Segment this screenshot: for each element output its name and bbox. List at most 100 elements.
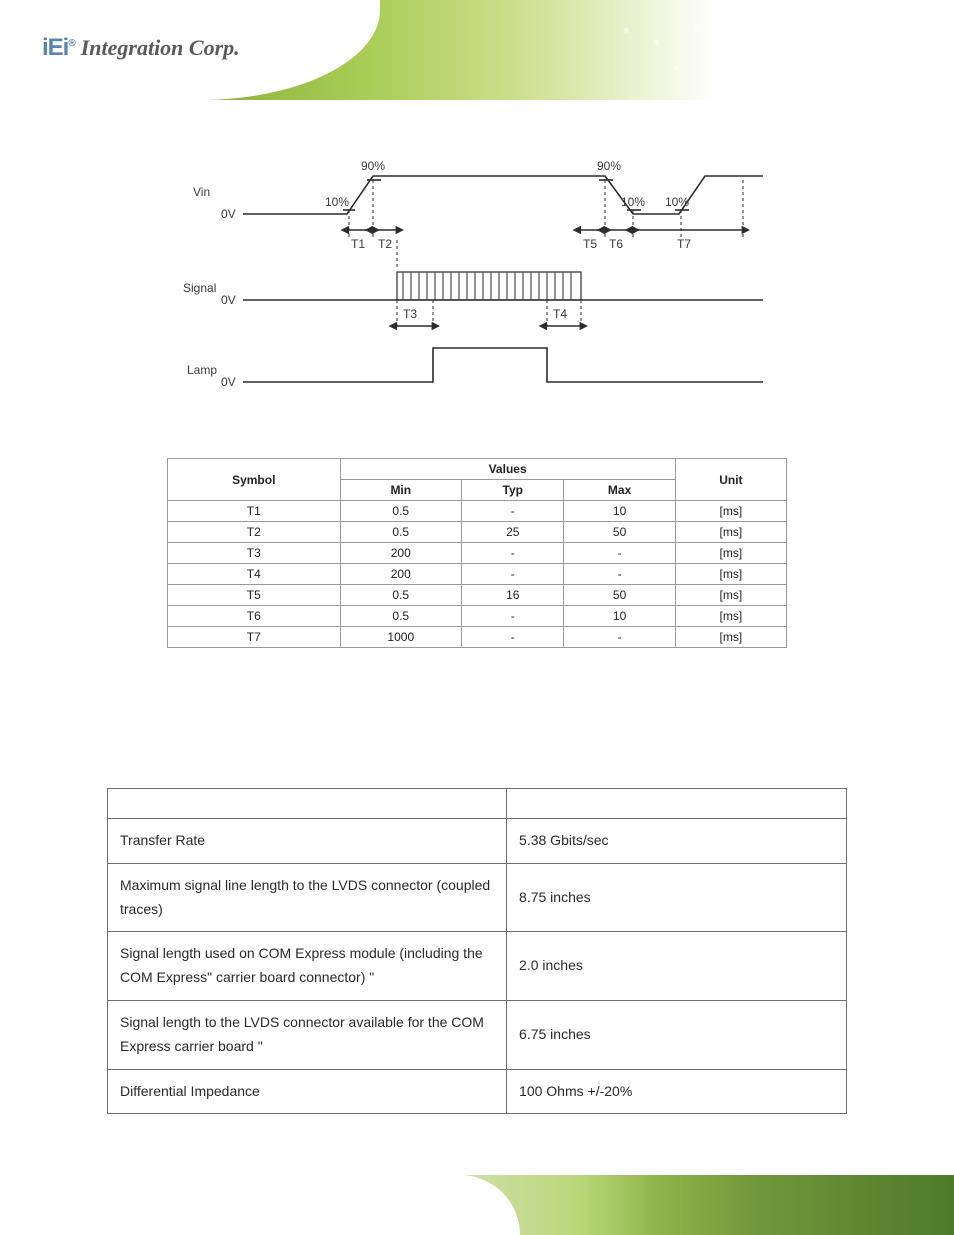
pct-90-2: 90%: [597, 159, 621, 173]
timing-diagram: Vin 0V 90% 10% 90% 10%: [167, 140, 787, 450]
vin-label: Vin: [193, 185, 210, 199]
t1-label: T1: [351, 237, 365, 251]
cell: -: [564, 564, 675, 585]
cell: -: [462, 606, 564, 627]
cell: -: [462, 543, 564, 564]
col-max: Max: [564, 480, 675, 501]
table-row: T50.51650[ms]: [168, 585, 787, 606]
cell: 1000: [340, 627, 462, 648]
pct-10-1: 10%: [325, 195, 349, 209]
table-row: T60.5-10[ms]: [168, 606, 787, 627]
table-header-row: Symbol Values Unit: [168, 459, 787, 480]
table-row: Maximum signal line length to the LVDS c…: [108, 863, 847, 932]
table-row: Differential Impedance100 Ohms +/-20%: [108, 1069, 847, 1114]
cell: 200: [340, 543, 462, 564]
table-row: T3200--[ms]: [168, 543, 787, 564]
cell: 2.0 inches: [507, 932, 847, 1001]
cell: 16: [462, 585, 564, 606]
cell: T4: [168, 564, 341, 585]
logo: iEi® Integration Corp.: [42, 34, 240, 62]
t5-label: T5: [583, 237, 597, 251]
logo-mark-text: iEi: [42, 34, 68, 61]
cell: 100 Ohms +/-20%: [507, 1069, 847, 1114]
logo-mark: iEi®: [42, 34, 75, 62]
cell: Differential Impedance: [108, 1069, 507, 1114]
cell: -: [564, 627, 675, 648]
col-typ: Typ: [462, 480, 564, 501]
cell: [ms]: [675, 627, 786, 648]
signal-zero: 0V: [221, 293, 236, 307]
cell: T6: [168, 606, 341, 627]
page-content: Vin 0V 90% 10% 90% 10%: [0, 100, 954, 1114]
cell: Signal length to the LVDS connector avai…: [108, 1000, 507, 1069]
cell: [ms]: [675, 522, 786, 543]
cell: [ms]: [675, 564, 786, 585]
cell: T5: [168, 585, 341, 606]
cell: 10: [564, 606, 675, 627]
cell: -: [462, 501, 564, 522]
spec-col-param: [108, 789, 507, 819]
cell: T3: [168, 543, 341, 564]
cell: 5.38 Gbits/sec: [507, 819, 847, 864]
cell: 8.75 inches: [507, 863, 847, 932]
timing-svg: Vin 0V 90% 10% 90% 10%: [167, 140, 787, 450]
logo-text: Integration Corp.: [81, 35, 240, 61]
banner-dots: [614, 20, 874, 80]
cell: [ms]: [675, 543, 786, 564]
cell: -: [564, 543, 675, 564]
cell: 50: [564, 522, 675, 543]
lamp-zero: 0V: [221, 375, 236, 389]
cell: -: [462, 627, 564, 648]
cell: 25: [462, 522, 564, 543]
cell: -: [462, 564, 564, 585]
cell: 0.5: [340, 501, 462, 522]
cell: Signal length used on COM Express module…: [108, 932, 507, 1001]
table-row: Signal length to the LVDS connector avai…: [108, 1000, 847, 1069]
cell: [ms]: [675, 501, 786, 522]
col-symbol: Symbol: [168, 459, 341, 501]
footer-banner: [0, 1175, 954, 1235]
cell: 10: [564, 501, 675, 522]
spec-table: Transfer Rate5.38 Gbits/sec Maximum sign…: [107, 788, 847, 1114]
table-row: T20.52550[ms]: [168, 522, 787, 543]
cell: 50: [564, 585, 675, 606]
spec-col-value: [507, 789, 847, 819]
t6-label: T6: [609, 237, 623, 251]
spec-tbody: Transfer Rate5.38 Gbits/sec Maximum sign…: [108, 819, 847, 1114]
cell: 200: [340, 564, 462, 585]
cell: Maximum signal line length to the LVDS c…: [108, 863, 507, 932]
cell: 0.5: [340, 522, 462, 543]
table-row: T4200--[ms]: [168, 564, 787, 585]
values-table: Symbol Values Unit Min Typ Max T10.5-10[…: [167, 458, 787, 648]
pct-10-3: 10%: [665, 195, 689, 209]
signal-label: Signal: [183, 281, 216, 295]
t7-label: T7: [677, 237, 691, 251]
lamp-label: Lamp: [187, 363, 217, 377]
footer-swoosh-mid: [400, 1175, 660, 1235]
t4-label: T4: [553, 307, 567, 321]
spec-header-row: [108, 789, 847, 819]
table-row: Transfer Rate5.38 Gbits/sec: [108, 819, 847, 864]
pct-10-2: 10%: [621, 195, 645, 209]
pct-90-1: 90%: [361, 159, 385, 173]
cell: Transfer Rate: [108, 819, 507, 864]
cell: [ms]: [675, 585, 786, 606]
t2-label: T2: [378, 237, 392, 251]
t3-label: T3: [403, 307, 417, 321]
cell: 0.5: [340, 585, 462, 606]
vin-zero: 0V: [221, 207, 236, 221]
col-min: Min: [340, 480, 462, 501]
table-row: Signal length used on COM Express module…: [108, 932, 847, 1001]
cell: 6.75 inches: [507, 1000, 847, 1069]
values-tbody: T10.5-10[ms] T20.52550[ms] T3200--[ms] T…: [168, 501, 787, 648]
header-banner: iEi® Integration Corp.: [0, 0, 954, 100]
table-row: T71000--[ms]: [168, 627, 787, 648]
cell: 0.5: [340, 606, 462, 627]
cell: T1: [168, 501, 341, 522]
col-values: Values: [340, 459, 675, 480]
cell: [ms]: [675, 606, 786, 627]
col-unit: Unit: [675, 459, 786, 501]
cell: T2: [168, 522, 341, 543]
logo-registered: ®: [68, 38, 74, 49]
table-row: T10.5-10[ms]: [168, 501, 787, 522]
